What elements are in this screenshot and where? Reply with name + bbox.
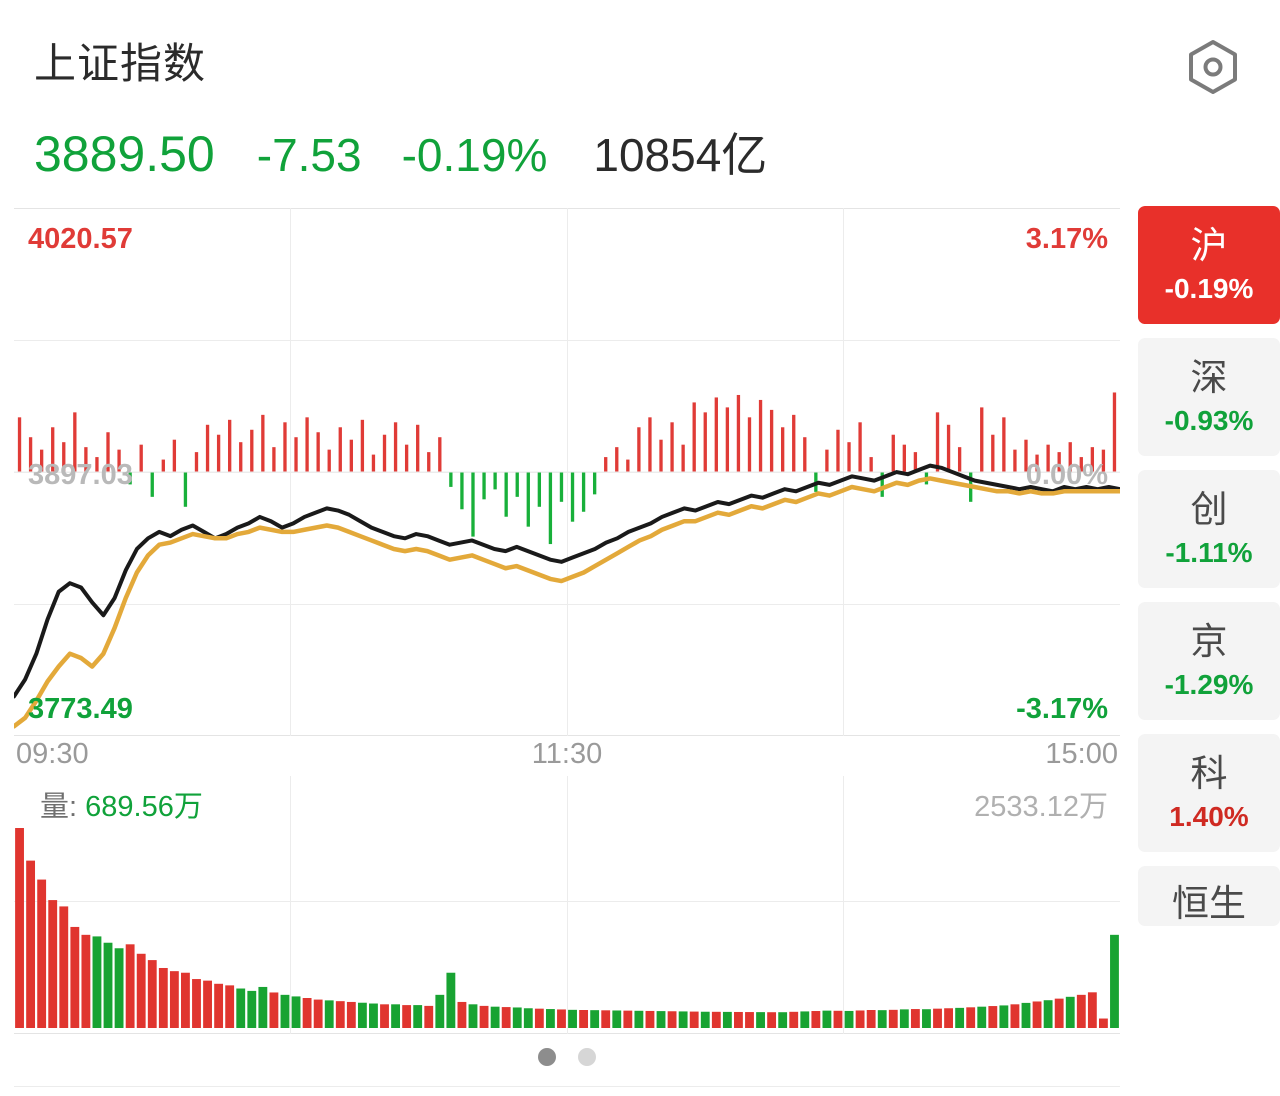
sidebar-item-4[interactable]: 科 1.40% (1138, 734, 1280, 852)
index-sidebar[interactable]: 沪 -0.19% 深 -0.93% 创 -1.11% 京 -1.29% 科 1.40% 恒生 (1138, 206, 1280, 1096)
sidebar-item-2[interactable]: 创 -1.11% (1138, 470, 1280, 588)
chart-mid-pct: 0.00% (1025, 459, 1108, 491)
index-change: -7.53 (256, 129, 362, 181)
gear-hexagon-icon[interactable] (1184, 38, 1242, 96)
volume-gridline-v-3 (843, 776, 844, 1034)
chart-max-value: 4020.57 (28, 223, 133, 255)
sidebar-item-name: 创 (1190, 489, 1228, 530)
price-chart-canvas (14, 392, 1120, 729)
sidebar-item-pct: -1.11% (1165, 537, 1253, 568)
volume-gridline-v-1 (290, 776, 291, 1034)
sidebar-item-pct: 1.40% (1169, 801, 1249, 832)
sidebar-item-0[interactable]: 沪 -0.19% (1138, 206, 1280, 324)
sidebar-item-name: 科 (1190, 753, 1228, 794)
header: 上证指数 3889.50 -7.53 -0.19% 10854亿 (0, 0, 1280, 202)
page-title: 上证指数 (34, 40, 207, 87)
page-indicator[interactable] (0, 1048, 1134, 1066)
volume-label-value: 689.56万 (85, 791, 203, 823)
chart-min-pct: -3.17% (1016, 693, 1108, 725)
sidebar-item-3[interactable]: 京 -1.29% (1138, 602, 1280, 720)
volume-max-value: 2533.12万 (974, 791, 1108, 823)
time-label-mid: 11:30 (531, 738, 603, 770)
time-label-end: 15:00 (1045, 738, 1118, 770)
sidebar-item-5[interactable]: 恒生 (1138, 866, 1280, 926)
bottom-divider (14, 1086, 1120, 1087)
volume-gridline-v-2 (567, 776, 568, 1034)
index-price: 3889.50 (34, 126, 215, 182)
page-dot-2[interactable] (578, 1048, 596, 1066)
price-chart[interactable]: 4020.57 3.17% 3897.03 0.00% 3773.49 -3.1… (14, 208, 1120, 736)
sidebar-item-pct: -0.19% (1164, 273, 1254, 304)
chart-min-value: 3773.49 (28, 693, 133, 725)
quote-row: 3889.50 -7.53 -0.19% 10854亿 (34, 124, 767, 185)
sidebar-item-name: 恒生 (1172, 883, 1246, 924)
volume-chart[interactable]: 量: 689.56万 2533.12万 (14, 776, 1120, 1034)
sidebar-item-name: 沪 (1190, 225, 1228, 266)
time-label-start: 09:30 (16, 738, 89, 770)
sidebar-item-name: 京 (1190, 621, 1228, 662)
sidebar-item-pct: -0.93% (1164, 405, 1254, 436)
sidebar-item-1[interactable]: 深 -0.93% (1138, 338, 1280, 456)
volume-current-label: 量: 689.56万 (40, 790, 203, 824)
sidebar-item-name: 深 (1190, 357, 1228, 398)
time-axis: 09:30 11:30 15:00 (14, 736, 1120, 772)
volume-label-key: 量: (40, 791, 78, 823)
chart-max-pct: 3.17% (1025, 223, 1108, 255)
sidebar-item-pct: -1.29% (1164, 669, 1254, 700)
index-change-pct: -0.19% (401, 129, 548, 181)
index-turnover: 10854亿 (593, 129, 768, 181)
volume-chart-canvas (15, 828, 1119, 1028)
chart-mid-value: 3897.03 (28, 459, 133, 491)
page-dot-1[interactable] (538, 1048, 556, 1066)
